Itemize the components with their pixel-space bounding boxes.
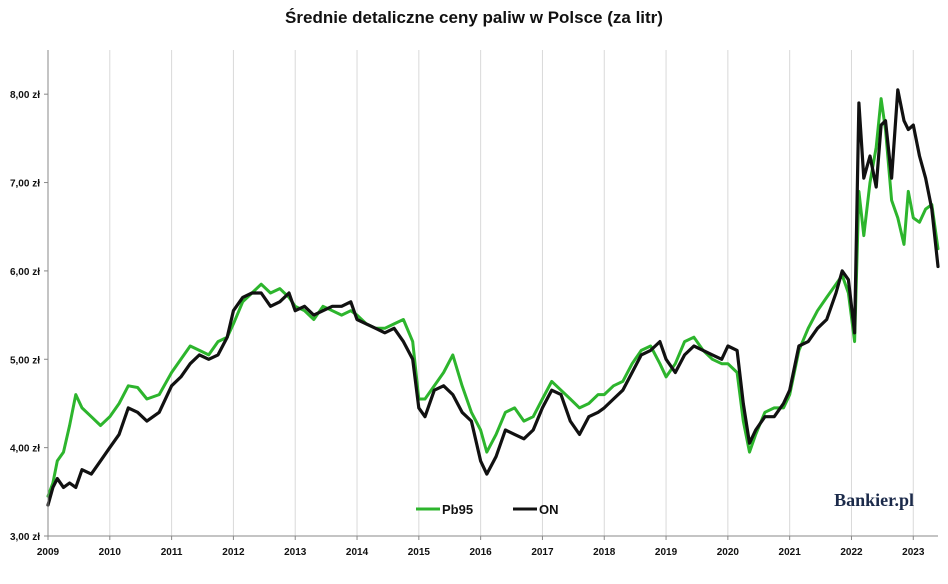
x-tick-label-2009: 2009 xyxy=(37,547,60,558)
x-tick-label-2016: 2016 xyxy=(470,547,493,558)
y-tick-label-4: 4,00 zł xyxy=(10,444,40,455)
x-tick-label-2018: 2018 xyxy=(593,547,616,558)
x-tick-label-2012: 2012 xyxy=(222,547,245,558)
x-tick-label-2019: 2019 xyxy=(655,547,678,558)
x-tick-labels: 2009 2010 2011 2012 2013 2014 2015 2016 2017 2018… xyxy=(37,536,925,558)
x-tick-label-2013: 2013 xyxy=(284,547,307,558)
x-tick-label-2010: 2010 xyxy=(99,547,122,558)
x-tick-label-2015: 2015 xyxy=(408,547,431,558)
y-tick-label-6: 6,00 zł xyxy=(10,267,40,278)
grid-lines xyxy=(47,50,914,536)
legend-label-pb95: Pb95 xyxy=(442,502,473,517)
legend-label-on: ON xyxy=(539,502,559,517)
x-tick-label-2014: 2014 xyxy=(346,547,369,558)
series-line-on xyxy=(46,88,940,507)
x-tick-label-2011: 2011 xyxy=(161,547,183,558)
x-tick-label-2020: 2020 xyxy=(717,547,740,558)
y-tick-labels: 3,00 zł 4,00 zł 5,00 zł 6,00 zł 7,00 zł 8,00 … xyxy=(10,90,48,543)
x-tick-label-2022: 2022 xyxy=(840,547,863,558)
y-tick-label-8: 8,00 zł xyxy=(10,90,40,101)
bankier-logo: Bankier.pl xyxy=(834,490,914,510)
x-tick-label-2021: 2021 xyxy=(779,547,802,558)
series-layer xyxy=(46,88,940,507)
x-tick-label-2017: 2017 xyxy=(531,547,554,558)
y-tick-label-7: 7,00 zł xyxy=(10,179,40,190)
series-line-pb95 xyxy=(46,97,940,498)
chart-title: Średnie detaliczne ceny paliw w Polsce (… xyxy=(285,8,663,27)
y-tick-label-5: 5,00 zł xyxy=(10,355,40,366)
x-tick-label-2023: 2023 xyxy=(902,547,925,558)
y-tick-label-3: 3,00 zł xyxy=(10,532,40,543)
legend: Pb95 ON xyxy=(416,502,559,517)
